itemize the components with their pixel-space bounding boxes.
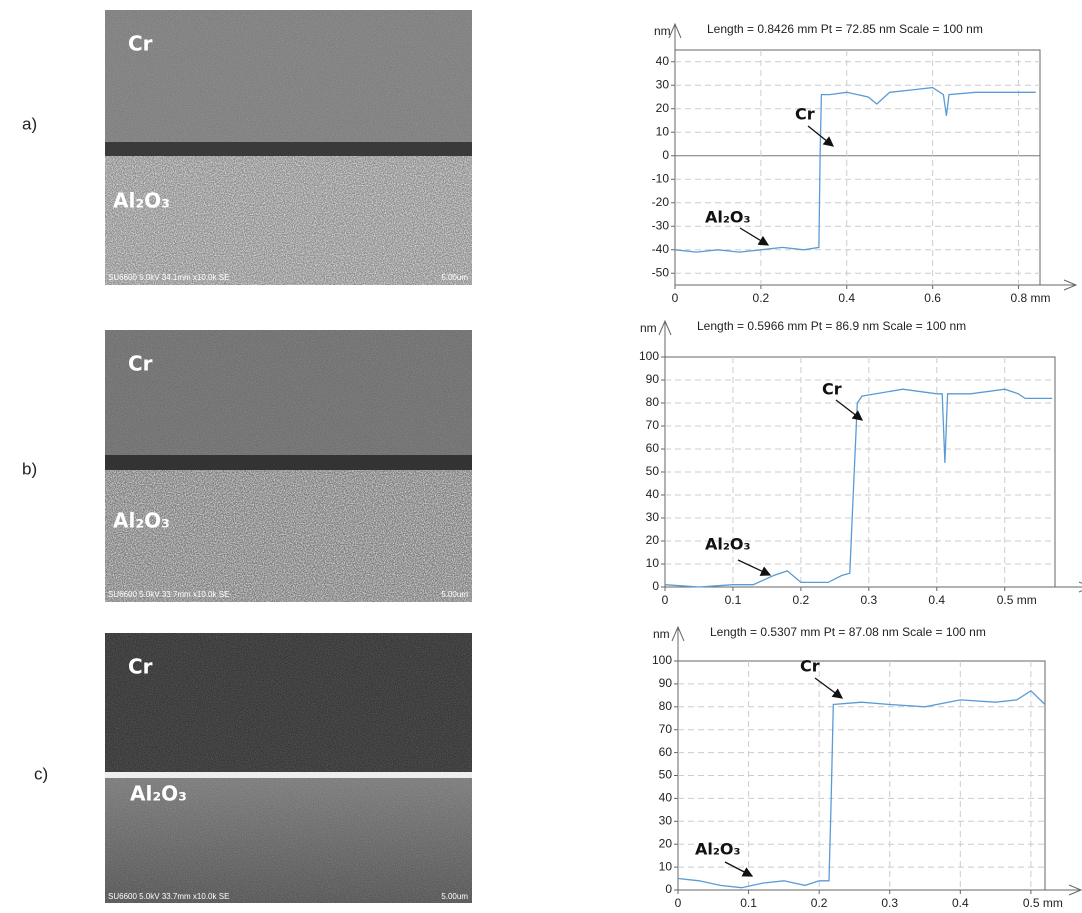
y-tick-label: 50 [646, 464, 660, 478]
annotation-arrow [724, 861, 754, 877]
y-tick-label: 60 [646, 441, 660, 455]
y-tick-label: 70 [646, 418, 660, 432]
y-tick-label: 0 [652, 579, 659, 593]
profile-line [677, 689, 1046, 889]
axis-arrow [1045, 884, 1082, 896]
y-tick-label: 0 [665, 882, 672, 896]
y-tick-label: -30 [652, 218, 670, 232]
material-label: Cr [128, 32, 153, 56]
material-label: Cr [128, 655, 153, 679]
sem-image [105, 633, 472, 903]
y-tick-label: -10 [652, 171, 670, 185]
axis-arrow [658, 319, 672, 357]
annotation: Cr [800, 657, 820, 676]
material-label: Al₂O₃ [130, 782, 187, 806]
annotation: Al₂O₃ [705, 208, 750, 227]
chart-header: Length = 0.5307 mm Pt = 87.08 nm Scale =… [710, 625, 986, 639]
annotation: Cr [795, 105, 815, 124]
material-label: Al₂O₃ [113, 189, 170, 213]
y-tick-label: 30 [656, 77, 670, 91]
y-tick-label: 70 [659, 722, 673, 736]
axis-arrow [1040, 279, 1078, 291]
panel-label: a) [22, 114, 37, 133]
axis-arrow [1055, 581, 1082, 593]
x-tick-label: 0.4 [928, 593, 945, 607]
y-tick-label: 50 [659, 768, 673, 782]
y-tick-label: 40 [646, 487, 660, 501]
x-tick-label: 0.3 [860, 593, 877, 607]
y-tick-label: 0 [662, 148, 669, 162]
y-tick-label: 60 [659, 745, 673, 759]
annotation: Cr [822, 380, 842, 399]
image-scale: 5.00um [441, 892, 468, 901]
y-tick-label: 20 [659, 836, 673, 850]
y-tick-label: 30 [646, 510, 660, 524]
annotation-arrow [807, 125, 835, 147]
y-tick-label: 10 [656, 124, 670, 138]
image-footer: SU6600 5.0kV 33.7mm x10.0k SE [108, 892, 229, 901]
y-tick-label: 20 [646, 533, 660, 547]
sem-image [105, 10, 472, 285]
x-tick-label: 0 [662, 593, 669, 607]
y-tick-label: -50 [652, 265, 670, 279]
y-tick-label: -40 [652, 242, 670, 256]
axis-arrow [671, 625, 685, 661]
annotation-arrow [835, 399, 864, 421]
image-footer: SU6600 5.0kV 33.7mm x10.0k SE [108, 590, 229, 599]
x-tick-label: 0.2 [793, 593, 810, 607]
x-tick-label: 0.4 [838, 291, 855, 305]
y-tick-label: 10 [659, 859, 673, 873]
y-tick-label: 100 [639, 349, 659, 363]
profile-line [674, 86, 1036, 253]
material-label: Cr [128, 352, 153, 376]
y-tick-label: 20 [656, 101, 670, 115]
y-tick-label: -20 [652, 195, 670, 209]
x-tick-label: 0.4 [952, 896, 969, 908]
image-scale: 5.00um [441, 273, 468, 282]
y-tick-label: 30 [659, 813, 673, 827]
x-tick-label: 0.5 mm [997, 593, 1037, 607]
plot-area [674, 49, 1041, 286]
y-axis-label: nm [654, 24, 671, 38]
annotation-arrow [814, 677, 844, 699]
x-tick-label: 0.1 [725, 593, 742, 607]
x-tick-label: 0.1 [740, 896, 757, 908]
y-tick-label: 80 [646, 395, 660, 409]
image-footer: SU6600 5.0kV 34.1mm x10.0k SE [108, 273, 229, 282]
x-tick-label: 0 [672, 291, 679, 305]
chart-header: Length = 0.8426 mm Pt = 72.85 nm Scale =… [707, 22, 983, 36]
annotation-arrow [739, 227, 770, 246]
y-tick-label: 80 [659, 699, 673, 713]
x-tick-label: 0 [675, 896, 682, 908]
x-tick-label: 0.8 mm [1011, 291, 1051, 305]
image-scale: 5.00um [441, 590, 468, 599]
y-tick-label: 90 [646, 372, 660, 386]
y-tick-label: 100 [652, 653, 672, 667]
material-label: Al₂O₃ [113, 509, 170, 533]
annotation: Al₂O₃ [695, 840, 740, 859]
y-axis-label: nm [640, 321, 657, 335]
y-tick-label: 40 [659, 791, 673, 805]
panel-label: b) [22, 459, 37, 478]
y-tick-label: 90 [659, 676, 673, 690]
y-axis-label: nm [653, 627, 670, 641]
annotation: Al₂O₃ [705, 535, 750, 554]
annotation-arrow [737, 559, 772, 576]
axis-arrow [668, 22, 682, 50]
sem-image [105, 330, 472, 602]
x-tick-label: 0.3 [881, 896, 898, 908]
y-tick-label: 10 [646, 556, 660, 570]
x-tick-label: 0.6 [924, 291, 941, 305]
x-tick-label: 0.2 [811, 896, 828, 908]
x-tick-label: 0.2 [753, 291, 770, 305]
chart-header: Length = 0.5966 mm Pt = 86.9 nm Scale = … [697, 319, 966, 333]
profile-line [664, 388, 1053, 588]
x-tick-label: 0.5 mm [1023, 896, 1063, 908]
panel-label: c) [34, 764, 48, 783]
y-tick-label: 40 [656, 54, 670, 68]
